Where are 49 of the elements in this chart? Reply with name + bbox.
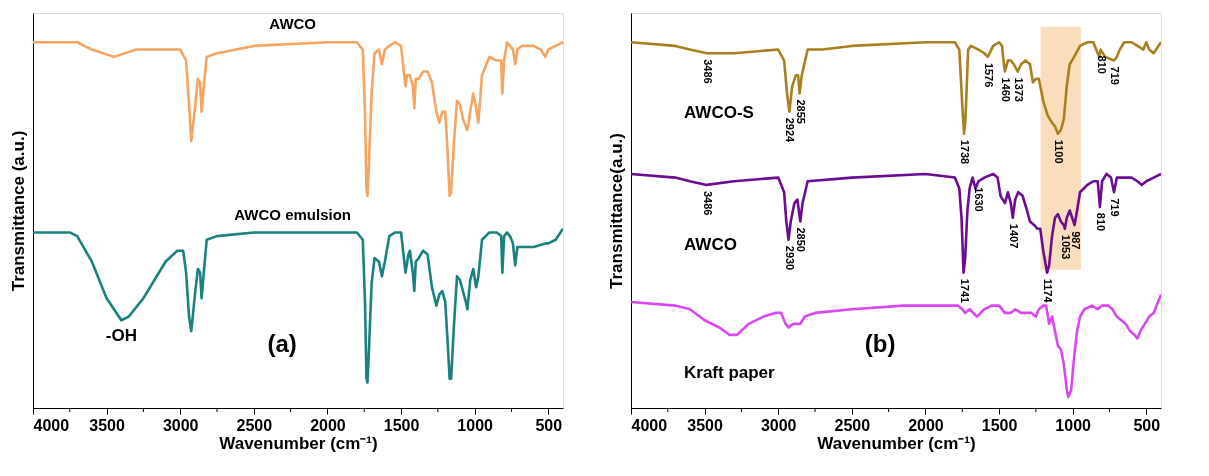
series-label: AWCO emulsion — [234, 205, 352, 223]
annotation: (a) — [267, 329, 297, 357]
annotation: 2930 — [783, 245, 796, 271]
text: Kraft paper — [684, 363, 776, 383]
x-tick-label: 3500 — [89, 416, 126, 434]
annotation: 719 — [1109, 198, 1122, 217]
x-tick-label: 3000 — [760, 416, 797, 434]
x-tick-label: 3000 — [162, 416, 199, 434]
annotation: 987 — [1069, 231, 1082, 250]
annotation: 1630 — [973, 187, 986, 212]
annotation: 1407 — [1007, 223, 1020, 249]
annotation: 1373 — [1012, 77, 1025, 102]
x-tick-label: 1000 — [457, 416, 494, 434]
x-axis-title: Wavenumber (cm⁻¹) — [219, 433, 378, 453]
annotation: 1174 — [1042, 278, 1055, 304]
annotation: 3486 — [701, 190, 714, 216]
x-tick-label: 500 — [535, 416, 563, 434]
x-tick-label: 2500 — [236, 416, 273, 434]
x-tick-label: 1500 — [981, 416, 1018, 434]
annotation: 2850 — [795, 227, 808, 252]
x-tick-label: 4000 — [631, 416, 668, 434]
annotation: 1053 — [1059, 234, 1072, 260]
series-label: AWCO — [269, 15, 317, 33]
annotation: (b) — [864, 329, 896, 357]
x-tick-label: 4000 — [33, 416, 70, 434]
annotation: 1738 — [959, 139, 972, 165]
x-tick-label: 500 — [1133, 416, 1161, 434]
annotation: 810 — [1094, 212, 1107, 232]
x-tick-label: 2500 — [834, 416, 871, 434]
x-tick-label: 1000 — [1055, 416, 1092, 434]
text: AWCO-S — [684, 103, 754, 123]
y-axis-title: Transmittance(a.u.) — [606, 133, 626, 289]
x-axis-title: Wavenumber (cm⁻¹) — [817, 433, 976, 453]
annotation: 1460 — [999, 77, 1012, 102]
annotation: 1576 — [982, 62, 995, 88]
annotation: 719 — [1109, 66, 1122, 85]
annotation: 1100 — [1052, 139, 1065, 164]
x-tick-label: 3500 — [687, 416, 724, 434]
annotation: 810 — [1095, 55, 1108, 74]
text: AWCO — [684, 235, 737, 255]
x-tick-label: 2000 — [310, 416, 346, 434]
annotation: 2855 — [794, 99, 807, 124]
y-axis-title: Transmittance (a.u.) — [8, 130, 28, 292]
annotation: 3486 — [701, 59, 714, 84]
x-tick-label: 1500 — [383, 416, 420, 434]
annotation: -OH — [105, 326, 137, 346]
annotation: 1741 — [958, 278, 971, 304]
annotation: 2924 — [784, 117, 797, 144]
x-tick-label: 2000 — [908, 416, 944, 434]
